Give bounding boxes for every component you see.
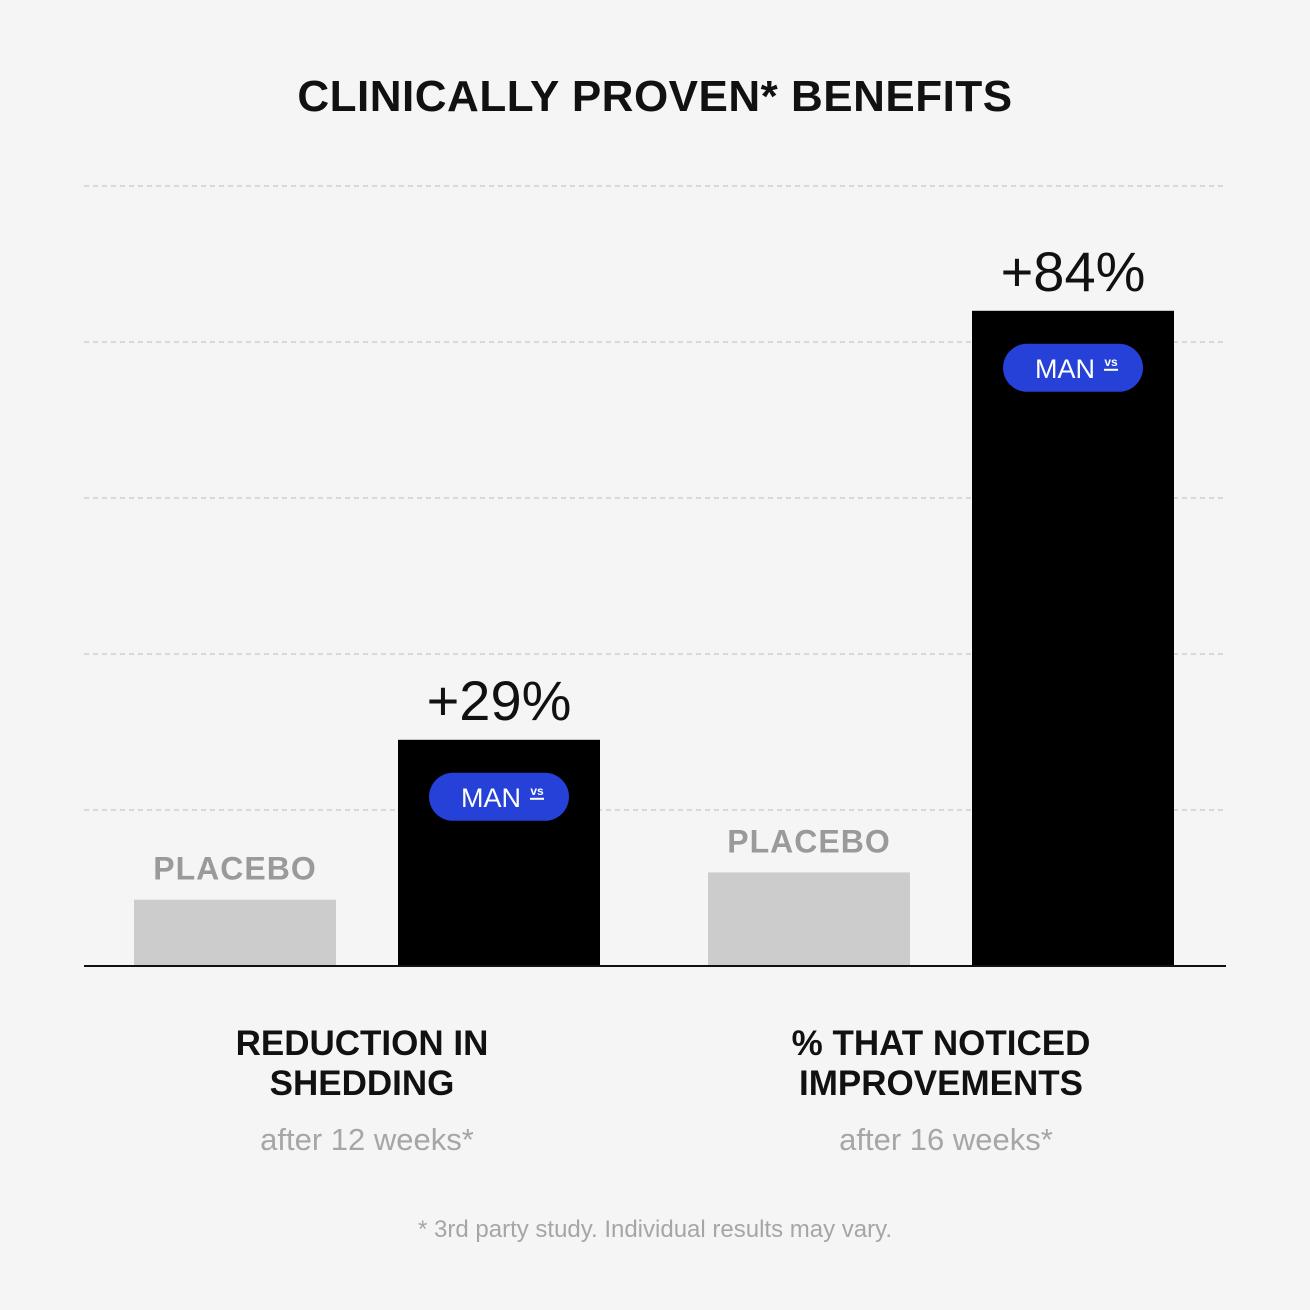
category-subtitle-2: after 16 weeks* bbox=[839, 1122, 1053, 1157]
bar-label-2-placebo: PLACEBO bbox=[727, 823, 890, 859]
brand-badge-sup-1: vs bbox=[530, 784, 544, 798]
brand-badge-pill-2 bbox=[1003, 343, 1143, 392]
bar-1-placebo bbox=[134, 899, 336, 966]
value-label-2-product: +84% bbox=[1001, 240, 1146, 303]
bars: PLACEBO +29% MAN vs PLACEBO +84% MAN vs bbox=[134, 240, 1174, 966]
brand-badge-sup-2: vs bbox=[1104, 355, 1118, 369]
bar-label-1-placebo: PLACEBO bbox=[153, 851, 316, 887]
value-label-1-product: +29% bbox=[427, 669, 572, 732]
category-title-2-line2: IMPROVEMENTS bbox=[799, 1064, 1083, 1103]
brand-badge-text-1: MAN bbox=[461, 783, 521, 813]
brand-badge-pill-1 bbox=[429, 772, 569, 821]
footnote: * 3rd party study. Individual results ma… bbox=[418, 1216, 892, 1243]
bar-2-placebo bbox=[708, 872, 910, 966]
bar-2-product bbox=[972, 310, 1174, 966]
brand-badge-text-2: MAN bbox=[1035, 354, 1095, 384]
category-title-2: % THAT NOTICED IMPROVEMENTS bbox=[731, 1024, 1151, 1104]
category-subtitle-1: after 12 weeks* bbox=[260, 1122, 474, 1157]
chart-title: CLINICALLY PROVEN* BENEFITS bbox=[297, 72, 1013, 121]
brand-badge-2: MAN vs bbox=[1003, 343, 1143, 392]
category-title-1: REDUCTION IN SHEDDING bbox=[152, 1024, 572, 1104]
category-title-1-line1: REDUCTION IN bbox=[235, 1024, 489, 1063]
category-title-2-line1: % THAT NOTICED bbox=[791, 1024, 1091, 1063]
grid-lines bbox=[84, 185, 1226, 811]
category-title-1-line2: SHEDDING bbox=[269, 1064, 455, 1103]
brand-badge-1: MAN vs bbox=[429, 772, 569, 821]
